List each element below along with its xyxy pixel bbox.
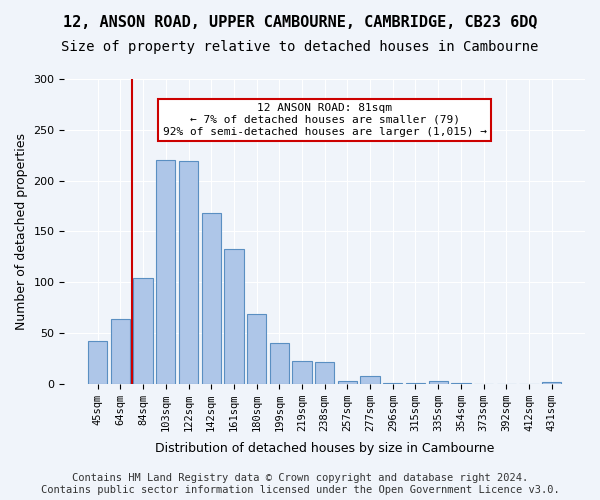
Bar: [428, 380, 448, 384]
Bar: [383, 382, 403, 384]
Bar: [111, 318, 130, 384]
Bar: [247, 314, 266, 384]
Bar: [361, 376, 380, 384]
Text: 12 ANSON ROAD: 81sqm
← 7% of detached houses are smaller (79)
92% of semi-detach: 12 ANSON ROAD: 81sqm ← 7% of detached ho…: [163, 104, 487, 136]
Bar: [156, 160, 175, 384]
Bar: [451, 382, 470, 384]
Bar: [406, 382, 425, 384]
X-axis label: Distribution of detached houses by size in Cambourne: Distribution of detached houses by size …: [155, 442, 494, 455]
Text: Contains HM Land Registry data © Crown copyright and database right 2024.
Contai: Contains HM Land Registry data © Crown c…: [41, 474, 559, 495]
Text: 12, ANSON ROAD, UPPER CAMBOURNE, CAMBRIDGE, CB23 6DQ: 12, ANSON ROAD, UPPER CAMBOURNE, CAMBRID…: [63, 15, 537, 30]
Bar: [292, 362, 311, 384]
Bar: [88, 341, 107, 384]
Text: Size of property relative to detached houses in Cambourne: Size of property relative to detached ho…: [61, 40, 539, 54]
Bar: [315, 362, 334, 384]
Bar: [269, 343, 289, 384]
Bar: [338, 380, 357, 384]
Bar: [179, 162, 198, 384]
Bar: [133, 278, 153, 384]
Bar: [224, 248, 244, 384]
Y-axis label: Number of detached properties: Number of detached properties: [15, 133, 28, 330]
Bar: [542, 382, 562, 384]
Bar: [202, 213, 221, 384]
